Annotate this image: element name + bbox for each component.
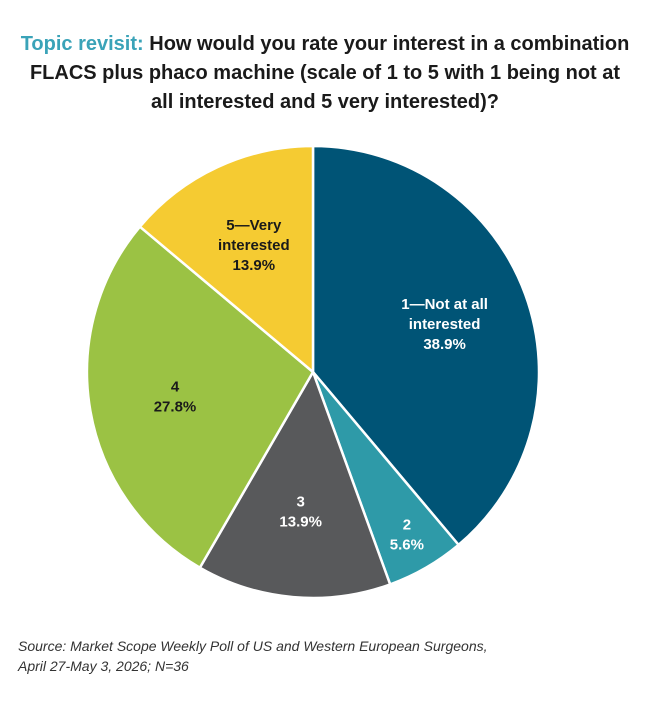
pie-slice-5	[138, 144, 315, 374]
slice-category: 4	[171, 378, 180, 395]
chart-title: Topic revisit: How would you rate your i…	[20, 30, 630, 117]
slice-label-4: 4 27.8%	[154, 378, 197, 415]
slice-category: 1—Not at all	[401, 296, 488, 313]
slice-category: 3	[297, 494, 305, 511]
slice-category: 5—Very	[226, 217, 282, 234]
pie-slices	[85, 144, 541, 600]
slice-label-1: 1—Not at all interested 38.9%	[401, 296, 488, 353]
pie-slice-1	[311, 144, 541, 547]
pie-slice-3	[198, 370, 392, 600]
slice-label-5: 5—Very interested 13.9%	[218, 217, 290, 274]
slice-label-2: 2 5.6%	[390, 516, 424, 553]
title-question: How would you rate your interest in a co…	[29, 33, 630, 113]
source-line-1: Source: Market Scope Weekly Poll of US a…	[18, 638, 488, 654]
slice-percent: 13.9%	[233, 257, 276, 274]
source-line-2: April 27-May 3, 2026; N=36	[18, 658, 189, 674]
title-prefix: Topic revisit:	[20, 33, 144, 55]
slice-category: interested	[409, 316, 481, 333]
slice-percent: 13.9%	[279, 514, 322, 531]
pie-labels: 1—Not at all interested 38.9% 2 5.6% 3 13.9% 4 2…	[154, 217, 488, 553]
slice-percent: 27.8%	[154, 398, 197, 415]
slice-label-3: 3 13.9%	[279, 494, 322, 531]
slice-category: interested	[218, 237, 290, 254]
source-note: Source: Market Scope Weekly Poll of US a…	[18, 636, 638, 676]
slice-percent: 5.6%	[390, 536, 424, 553]
slice-percent: 38.9%	[423, 336, 466, 353]
pie-slice-4	[85, 225, 315, 569]
slice-category: 2	[403, 516, 411, 533]
